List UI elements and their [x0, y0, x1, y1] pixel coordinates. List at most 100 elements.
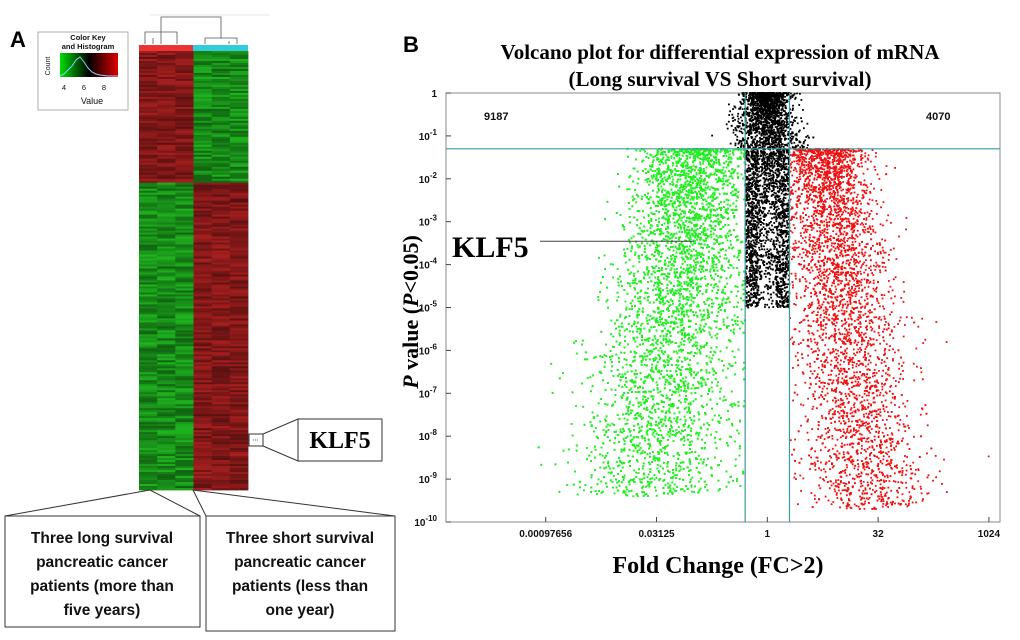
point-not-significant [774, 162, 776, 164]
point-not-significant [786, 286, 788, 288]
point-not-significant [758, 227, 760, 229]
point-not-significant [764, 106, 766, 108]
point-not-significant [755, 105, 757, 107]
point-not-significant [767, 288, 769, 290]
point-not-significant [782, 102, 784, 104]
point-not-significant [750, 163, 752, 165]
point-not-significant [766, 232, 768, 234]
point-not-significant [763, 168, 765, 170]
point-not-significant [765, 169, 767, 171]
point-not-significant [732, 120, 734, 122]
point-not-significant [778, 125, 780, 127]
point-not-significant [754, 179, 756, 181]
point-not-significant [780, 140, 782, 142]
point-not-significant [773, 248, 775, 250]
point-not-significant [753, 190, 755, 192]
point-not-significant [749, 295, 751, 297]
point-not-significant [784, 241, 786, 243]
point-not-significant [786, 120, 788, 122]
point-not-significant [763, 121, 765, 123]
point-not-significant [755, 188, 757, 190]
point-not-significant [775, 172, 777, 174]
point-not-significant [779, 272, 781, 274]
point-not-significant [782, 288, 784, 290]
point-not-significant [774, 133, 776, 135]
annotation-callouts: Three long survival pancreatic cancer pa… [5, 490, 395, 631]
point-not-significant [775, 286, 777, 288]
point-not-significant [761, 166, 763, 168]
point-not-significant [779, 288, 781, 290]
point-not-significant [803, 127, 805, 129]
point-not-significant [784, 174, 786, 176]
point-not-significant [757, 149, 759, 151]
point-not-significant [765, 276, 767, 278]
point-not-significant [766, 225, 768, 227]
point-not-significant [752, 240, 754, 242]
point-not-significant [733, 132, 735, 134]
point-not-significant [778, 144, 780, 146]
point-not-significant [762, 155, 764, 157]
point-not-significant [752, 217, 754, 219]
point-not-significant [752, 112, 754, 114]
point-not-significant [746, 189, 748, 191]
point-not-significant [758, 242, 760, 244]
point-not-significant [760, 174, 762, 176]
point-not-significant [738, 94, 740, 96]
point-not-significant [777, 206, 779, 208]
annotation-right-line-1: Three short survival [226, 530, 374, 547]
point-not-significant [765, 252, 767, 254]
panel-a: A Color Key and Histogram Count 4 6 8 Va… [5, 15, 395, 631]
point-not-significant [770, 166, 772, 168]
point-not-significant [782, 96, 784, 98]
point-not-significant [763, 145, 765, 147]
point-not-significant [785, 261, 787, 263]
point-not-significant [749, 276, 751, 278]
point-not-significant [735, 144, 737, 146]
point-not-significant [774, 197, 776, 199]
point-not-significant [753, 171, 755, 173]
point-not-significant [748, 291, 750, 293]
point-not-significant [783, 302, 785, 304]
point-not-significant [766, 263, 768, 265]
point-not-significant [773, 217, 775, 219]
point-not-significant [773, 192, 775, 194]
point-not-significant [776, 294, 778, 296]
y-axis-label-p: P [398, 375, 423, 390]
color-key-tick-1: 4 [62, 83, 66, 92]
point-not-significant [796, 146, 798, 148]
point-not-significant [767, 230, 769, 232]
point-not-significant [752, 168, 754, 170]
point-not-significant [786, 220, 788, 222]
point-not-significant [787, 205, 789, 207]
point-not-significant [776, 218, 778, 220]
point-not-significant [779, 185, 781, 187]
point-not-significant [757, 117, 759, 119]
point-not-significant [755, 250, 757, 252]
point-not-significant [770, 182, 772, 184]
point-not-significant [786, 116, 788, 118]
point-not-significant [775, 117, 777, 119]
point-not-significant [782, 225, 784, 227]
point-not-significant [758, 286, 760, 288]
point-not-significant [756, 180, 758, 182]
point-not-significant [746, 236, 748, 238]
point-not-significant [740, 117, 742, 119]
point-not-significant [776, 96, 778, 98]
point-not-significant [750, 252, 752, 254]
point-not-significant [746, 256, 748, 258]
point-not-significant [747, 202, 749, 204]
point-not-significant [769, 227, 771, 229]
point-not-significant [752, 204, 754, 206]
point-not-significant [782, 270, 784, 272]
point-not-significant [760, 292, 762, 294]
point-not-significant [750, 211, 752, 213]
annotation-right-line-2: pancreatic cancer [234, 554, 366, 571]
point-not-significant [766, 153, 768, 155]
point-not-significant [732, 108, 734, 110]
point-not-significant [777, 281, 779, 283]
point-not-significant [756, 205, 758, 207]
point-not-significant [748, 132, 750, 134]
point-not-significant [776, 183, 778, 185]
point-not-significant [783, 216, 785, 218]
point-not-significant [781, 109, 783, 111]
